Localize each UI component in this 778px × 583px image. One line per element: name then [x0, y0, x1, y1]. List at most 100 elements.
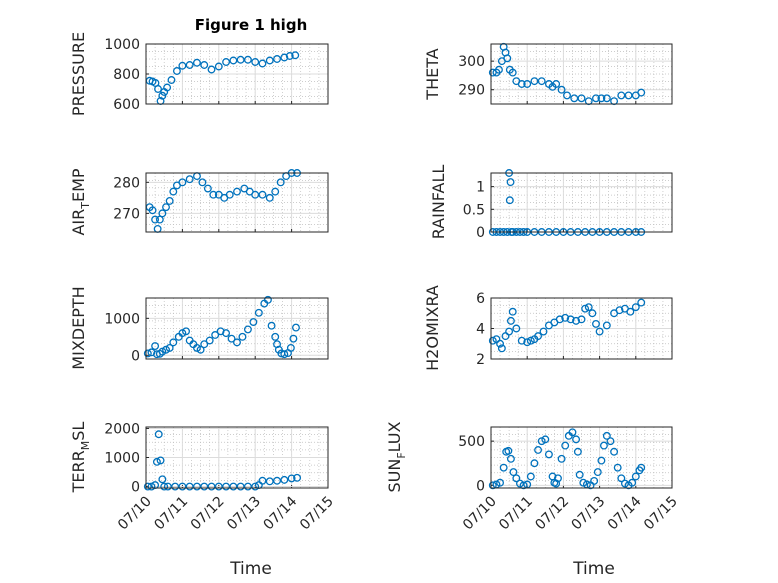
ylabel-sun-part1: SUN — [385, 459, 404, 493]
y-tick-label-rainfall: 0.5 — [463, 202, 485, 218]
axes-box-theta — [490, 43, 673, 105]
data-point-sun-flux — [617, 474, 626, 483]
data-point-sun-flux — [590, 476, 599, 485]
data-point-mixdepth — [205, 336, 214, 345]
y-tick-label-rainfall: 0 — [476, 225, 485, 241]
ylabel-air-temp: AIRTEMP — [69, 168, 92, 235]
data-point-sun-flux — [557, 454, 566, 463]
data-point-theta — [523, 80, 532, 88]
data-point-h2omixra — [539, 327, 548, 336]
data-point-sun-flux — [552, 479, 561, 488]
axes-h2omixra: 2 4 6 — [476, 291, 673, 368]
data-point-air-temp — [158, 209, 167, 218]
data-point-sun-flux — [606, 437, 615, 446]
data-point-theta — [597, 94, 606, 103]
data-point-pressure — [154, 85, 162, 93]
data-point-mixdepth — [280, 350, 289, 359]
x-tick-label: 07/11 — [496, 494, 536, 534]
ylabel-air-temp-sub: T — [79, 202, 92, 210]
data-point-h2omixra — [584, 303, 593, 312]
data-point-pressure — [193, 58, 201, 67]
ylabel-mixdepth: MIXDEPTH — [69, 286, 88, 369]
axes-theta: 290 300 — [458, 42, 673, 106]
axes-box-pressure — [145, 43, 329, 105]
axes-mixdepth: 0 1000 — [104, 295, 329, 364]
data-point-air-temp — [258, 190, 267, 199]
data-point-sun-flux — [637, 463, 646, 472]
ylabel-pressure: PRESSURE — [69, 32, 88, 116]
data-point-terr-msl — [280, 475, 289, 484]
data-point-rainfall — [505, 196, 514, 205]
data-point-sun-flux — [628, 478, 637, 487]
data-point-air-temp — [165, 196, 174, 205]
y-tick-label-air-temp: 280 — [113, 175, 140, 191]
data-point-sun-flux — [499, 463, 508, 472]
data-point-mixdepth — [211, 331, 220, 339]
data-point-terr-msl — [207, 482, 216, 491]
data-point-sun-flux — [541, 435, 550, 444]
data-point-theta — [508, 68, 517, 77]
data-point-pressure — [222, 58, 231, 66]
data-point-air-temp — [276, 178, 285, 187]
data-point-sun-flux — [506, 454, 515, 463]
data-point-h2omixra — [488, 336, 497, 345]
axes-rainfall: 00.51 — [463, 169, 673, 241]
data-point-air-temp — [148, 206, 157, 215]
data-point-terr-msl — [287, 474, 296, 483]
data-point-terr-msl — [178, 482, 187, 491]
data-point-air-temp — [178, 178, 187, 187]
data-point-air-temp — [185, 175, 194, 184]
data-point-sun-flux — [613, 463, 622, 472]
data-point-h2omixra — [631, 303, 640, 312]
data-point-h2omixra — [572, 316, 581, 325]
data-point-h2omixra — [496, 339, 504, 348]
data-point-h2omixra — [566, 315, 575, 324]
x-tick-label: 07/12 — [188, 494, 228, 534]
data-point-h2omixra — [581, 304, 590, 313]
y-tick-label-h2omixra: 2 — [476, 352, 485, 368]
data-point-air-temp — [265, 193, 274, 202]
data-point-mixdepth — [243, 325, 252, 334]
data-point-sun-flux — [544, 450, 553, 459]
data-point-theta — [537, 77, 546, 86]
data-point-terr-msl — [154, 430, 163, 439]
data-point-h2omixra — [506, 316, 515, 325]
data-point-sun-flux — [530, 459, 539, 468]
data-point-h2omixra — [626, 307, 635, 316]
data-point-pressure — [285, 52, 294, 60]
data-point-h2omixra — [561, 313, 570, 322]
data-point-sun-flux — [593, 468, 602, 477]
ylabel-air-temp-part1: AIR — [69, 209, 88, 236]
data-point-mixdepth — [151, 342, 160, 351]
ylabel-sun-part2: LUX — [385, 421, 404, 452]
y-tick-label-pressure: 800 — [113, 67, 140, 83]
data-point-sun-flux — [568, 428, 577, 437]
data-point-terr-msl — [152, 457, 161, 466]
data-point-terr-msl — [236, 482, 245, 491]
data-point-terr-msl — [258, 476, 267, 485]
data-point-terr-msl — [158, 475, 167, 484]
x-tick-label: 07/10 — [115, 494, 155, 534]
ylabel-h2omixra: H2OMIXRA — [423, 285, 442, 371]
data-point-mixdepth — [292, 323, 300, 332]
data-point-h2omixra — [595, 327, 604, 336]
y-tick-label-mixdepth: 0 — [131, 348, 140, 364]
data-point-h2omixra — [497, 344, 506, 353]
data-point-pressure — [229, 56, 238, 65]
y-tick-label-theta: 290 — [458, 83, 485, 99]
data-point-theta — [517, 80, 526, 88]
data-point-air-temp — [169, 187, 178, 196]
data-point-terr-msl — [229, 482, 238, 491]
data-point-pressure — [163, 83, 172, 92]
y-tick-label-h2omixra: 6 — [476, 291, 485, 307]
data-point-sun-flux — [610, 447, 619, 456]
data-point-mixdepth — [286, 343, 295, 352]
x-tick-label: 07/15 — [641, 494, 681, 534]
data-point-air-temp — [198, 178, 207, 187]
data-point-pressure — [214, 62, 223, 71]
data-point-air-temp — [162, 203, 170, 212]
data-point-sun-flux — [504, 446, 513, 455]
data-point-air-temp — [209, 190, 218, 199]
y-tick-label-terr-msl: 2000 — [104, 421, 140, 437]
data-point-terr-msl — [214, 482, 223, 491]
